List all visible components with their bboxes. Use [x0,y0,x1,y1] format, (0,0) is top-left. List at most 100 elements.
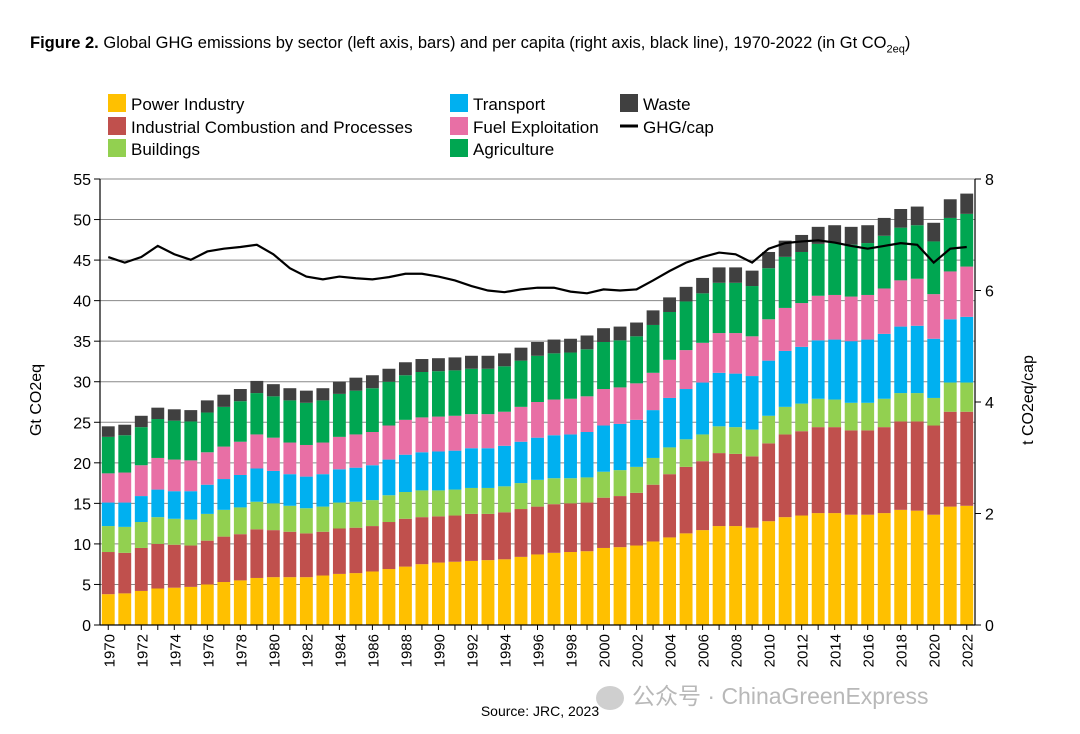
bar-segment [762,415,776,444]
bar-segment [217,446,231,480]
bar-segment [217,536,231,583]
y-left-tick-label: 25 [73,415,91,432]
bar-segment [679,350,693,390]
bar-segment [481,487,495,514]
bar-segment [597,328,610,342]
bar-segment [745,456,759,528]
bar-segment [547,478,561,505]
bar-segment [432,490,445,517]
x-tick-label: 1996 [531,634,548,667]
bar-segment [729,333,743,374]
bar-segment [514,556,528,625]
bar-segment [663,397,677,448]
bar-segment [547,435,561,479]
bar-segment [481,355,495,369]
bar-segment [465,513,478,561]
bar-segment [811,295,825,341]
y-left-tick-label: 0 [82,618,91,635]
bar-segment [250,577,264,625]
bar-segment [580,477,594,503]
bar-segment [134,590,148,625]
bar-segment [101,594,115,625]
bar-segment [564,478,577,504]
bar-segment [266,530,280,578]
bar-segment [481,448,495,488]
bar-segment [795,403,809,432]
x-tick-label: 2018 [894,634,911,667]
bar-segment [134,547,148,591]
bar-segment [663,359,677,398]
legend-swatch [450,139,468,157]
bar-segment [894,421,908,510]
bar-segment [943,217,957,272]
bar-segment [283,474,297,506]
bar-segment [481,560,495,625]
legend-swatch [450,94,468,112]
figure-title-end: ) [904,34,911,52]
chart-source: Source: JRC, 2023 [480,703,600,719]
bar-segment [184,586,198,625]
bar-segment [200,400,214,413]
y-right-tick-label: 8 [985,172,994,189]
bars-group [101,193,974,625]
bar-segment [778,256,792,308]
bar-segment [151,517,165,544]
bar-segment [349,527,363,574]
legend-swatch [108,94,126,112]
bar-segment [910,278,924,326]
bar-segment [646,541,660,625]
x-tick-label: 2012 [795,634,812,667]
bar-segment [332,502,346,529]
bar-segment [646,324,660,373]
bar-segment [266,503,280,531]
bar-segment [762,521,776,625]
legend-label: Industrial Combustion and Processes [131,118,413,137]
bar-segment [382,425,396,460]
bar-segment [332,573,346,625]
bar-segment [729,373,743,428]
figure-label: Figure 2. [30,34,99,52]
bar-segment [398,375,412,420]
bar-segment [547,353,561,400]
bar-segment [398,454,412,493]
bar-segment [580,349,594,397]
bar-segment [630,492,643,546]
bar-segment [927,222,941,242]
bar-segment [316,442,330,475]
bar-segment [943,411,957,507]
bar-segment [332,436,346,470]
bar-segment [910,393,924,422]
bar-segment [151,543,165,589]
bar-segment [547,504,561,553]
bar-segment [877,235,891,289]
bar-segment [167,420,181,460]
bar-segment [398,419,412,455]
legend-label: Waste [643,95,691,114]
bar-segment [712,453,726,527]
bar-segment [382,569,396,625]
bar-segment [910,225,924,279]
bar-segment [465,355,478,369]
bar-segment [465,368,478,415]
bar-segment [828,427,842,514]
bar-segment [597,389,610,426]
bar-segment [696,461,710,531]
bar-segment [712,526,726,625]
bar-segment [861,430,875,515]
bar-segment [514,347,528,361]
x-tick-label: 1978 [233,634,250,667]
bar-segment [514,483,528,510]
bar-segment [134,465,148,497]
x-tick-label: 1980 [266,634,283,667]
bar-segment [861,514,875,625]
bar-segment [729,267,743,283]
bar-segment [233,507,247,535]
x-tick-label: 2010 [762,634,779,667]
x-tick-label: 2022 [960,634,977,667]
bar-segment [217,394,231,407]
bar-segment [630,336,643,384]
bar-segment [184,545,198,587]
bar-segment [580,335,594,350]
bar-segment [712,333,726,373]
bar-segment [481,414,495,449]
